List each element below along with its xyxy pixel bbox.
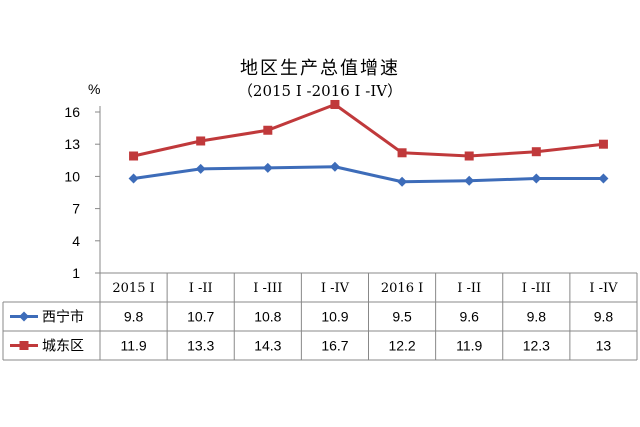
x-category-label: I -III — [253, 281, 282, 296]
data-table-value: 9.8 — [124, 309, 144, 325]
data-point-square — [598, 139, 608, 149]
y-tick-label: 10 — [64, 168, 80, 184]
data-table-value: 12.2 — [388, 338, 415, 354]
data-point-square — [531, 147, 541, 157]
data-table-value: 14.3 — [254, 338, 281, 354]
x-category-label: 2015 I — [112, 281, 154, 296]
legend-key-square — [19, 341, 29, 350]
data-point-square — [397, 148, 407, 158]
data-table-value: 9.6 — [459, 309, 479, 325]
data-point-square — [263, 125, 273, 135]
data-point-square — [464, 151, 474, 161]
y-tick-label: 7 — [72, 201, 80, 217]
data-point-square — [196, 136, 206, 146]
legend-label: 城东区 — [42, 339, 84, 355]
data-table-value: 11.9 — [456, 338, 482, 354]
data-point-diamond — [329, 161, 340, 172]
data-table-value: 10.8 — [254, 309, 281, 325]
data-table-value: 10.7 — [187, 309, 214, 325]
data-table-value: 13 — [596, 338, 612, 354]
data-table-value: 9.5 — [392, 309, 412, 325]
y-tick-label: 16 — [64, 104, 80, 120]
y-tick-label: 1 — [72, 265, 80, 281]
data-table-value: 9.8 — [527, 309, 547, 325]
data-point-diamond — [262, 162, 273, 173]
data-table-value: 9.8 — [594, 309, 614, 325]
data-table-value: 11.9 — [120, 338, 146, 354]
legend-label: 西宁市 — [42, 309, 84, 326]
series-line — [133, 102, 604, 158]
chart-title: 地区生产总值增速 — [240, 58, 400, 79]
y-axis-unit: % — [88, 81, 100, 97]
data-point-diamond — [128, 173, 139, 184]
data-point-diamond — [598, 173, 609, 184]
data-point-square — [330, 99, 340, 109]
x-category-label: I -II — [189, 281, 213, 296]
chart-subtitle: （2015 I -2016 I -IV） — [237, 82, 403, 100]
x-category-label: 2016 I — [381, 281, 423, 296]
data-point-diamond — [195, 163, 206, 174]
data-point-diamond — [397, 176, 408, 187]
data-table-value: 12.3 — [523, 338, 550, 354]
y-tick-label: 13 — [64, 136, 80, 152]
x-category-label: I -IV — [321, 281, 350, 296]
x-category-label: I -IV — [589, 281, 618, 296]
data-point-square — [129, 151, 139, 161]
series-line — [133, 165, 604, 184]
data-table-value: 16.7 — [321, 338, 348, 354]
legend-key-diamond — [19, 311, 29, 322]
x-category-label: I -II — [457, 281, 481, 296]
data-table-value: 10.9 — [321, 309, 348, 325]
data-table-value: 13.3 — [187, 338, 214, 354]
data-point-diamond — [464, 175, 475, 186]
x-category-label: I -III — [522, 281, 551, 296]
data-point-diamond — [531, 173, 542, 184]
y-tick-label: 4 — [72, 233, 80, 249]
